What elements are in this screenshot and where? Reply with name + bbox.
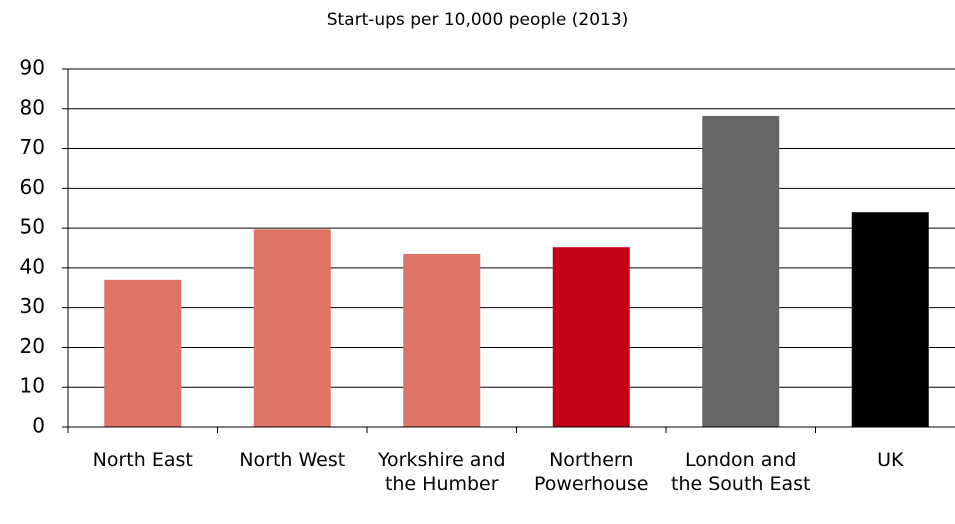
y-tick-label: 80	[20, 95, 45, 119]
x-tick-label: Northern Powerhouse	[534, 449, 649, 495]
chart-title: Start-ups per 10,000 people (2013)	[326, 10, 629, 30]
bar	[403, 253, 481, 427]
y-tick-label: 20	[20, 334, 45, 358]
x-tick-label: London and the South East	[671, 449, 811, 495]
x-tick-label: UK	[877, 449, 904, 471]
y-tick-label: 50	[20, 215, 45, 239]
bar	[851, 212, 929, 427]
y-tick-label: 90	[20, 56, 45, 80]
y-tick-label: 10	[20, 374, 45, 398]
bar	[702, 115, 780, 427]
y-tick-label: 0	[32, 414, 45, 438]
y-tick-label: 70	[20, 135, 45, 159]
x-tick-label: Yorkshire and the Humber	[377, 449, 506, 495]
bar	[104, 279, 182, 427]
y-tick-label: 60	[20, 175, 45, 199]
x-tick-label: North West	[239, 449, 346, 471]
y-tick-label: 40	[20, 254, 45, 278]
bar	[253, 229, 331, 427]
bar	[552, 247, 630, 427]
x-tick-label: North East	[92, 449, 193, 471]
y-tick-label: 30	[20, 294, 45, 318]
